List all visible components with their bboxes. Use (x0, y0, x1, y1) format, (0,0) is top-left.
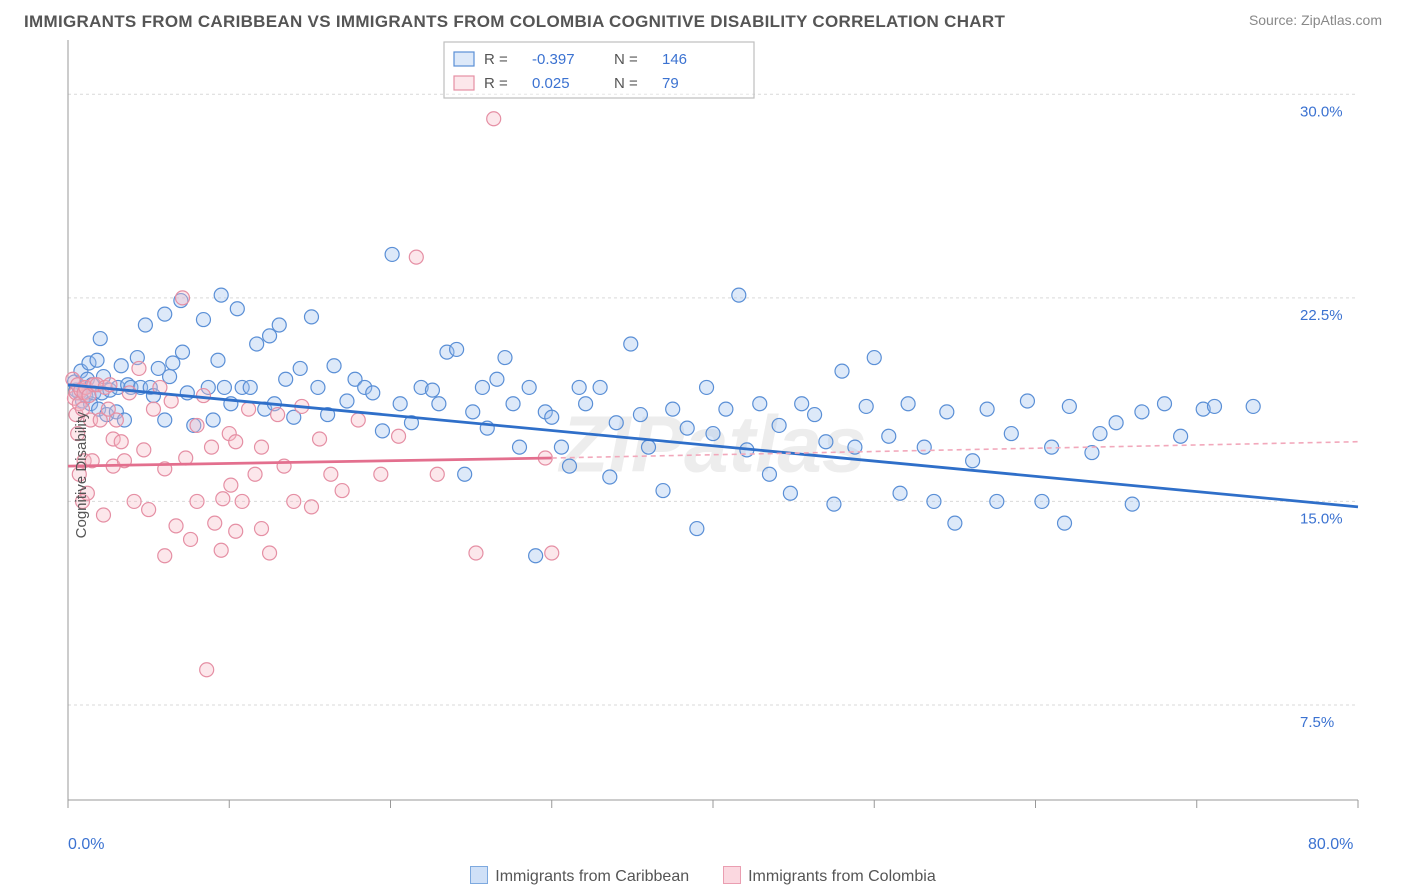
svg-text:0.025: 0.025 (532, 75, 570, 92)
svg-text:-0.397: -0.397 (532, 51, 575, 68)
svg-text:N =: N = (614, 75, 638, 92)
svg-text:N =: N = (614, 51, 638, 68)
svg-text:15.0%: 15.0% (1300, 510, 1343, 527)
chart-area: Cognitive Disability 7.5% 15.0% 22.5% 30.0%… (24, 40, 1382, 830)
scatter-plot: 7.5%15.0%22.5%30.0%ZIPatlasR =-0.397N =1… (24, 40, 1370, 830)
x-max-label: 80.0% (1308, 836, 1353, 854)
svg-text:79: 79 (662, 75, 679, 92)
svg-text:30.0%: 30.0% (1300, 103, 1343, 120)
legend-swatch (723, 866, 741, 884)
legend-item: Immigrants from Colombia (723, 866, 936, 886)
x-min-label: 0.0% (68, 836, 104, 854)
y-axis-label: Cognitive Disability (73, 411, 90, 538)
x-axis-end-labels: 0.0% 80.0% (24, 836, 1382, 858)
chart-title: IMMIGRANTS FROM CARIBBEAN VS IMMIGRANTS … (24, 12, 1005, 32)
svg-text:146: 146 (662, 51, 687, 68)
svg-text:R =: R = (484, 51, 508, 68)
svg-text:7.5%: 7.5% (1300, 714, 1334, 731)
svg-text:R =: R = (484, 75, 508, 92)
legend-item: Immigrants from Caribbean (470, 866, 689, 886)
svg-text:22.5%: 22.5% (1300, 307, 1343, 324)
legend-swatch (470, 866, 488, 884)
source-label: Source: ZipAtlas.com (1249, 12, 1382, 28)
bottom-legend: Immigrants from Caribbean Immigrants from… (0, 866, 1406, 886)
